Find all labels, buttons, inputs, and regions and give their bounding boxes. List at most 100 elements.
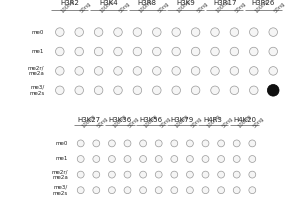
Circle shape	[93, 187, 100, 194]
Circle shape	[233, 156, 240, 162]
Text: 50ng: 50ng	[196, 1, 209, 14]
Text: H3R8: H3R8	[138, 0, 157, 6]
Text: 50ng: 50ng	[221, 116, 234, 129]
Circle shape	[172, 47, 181, 56]
Circle shape	[140, 140, 146, 147]
Circle shape	[230, 86, 239, 95]
Text: 50ng: 50ng	[128, 116, 141, 129]
Circle shape	[269, 28, 278, 36]
Circle shape	[124, 171, 131, 178]
Text: me1: me1	[56, 156, 68, 162]
Text: H3K56: H3K56	[139, 117, 163, 123]
Text: 50ng: 50ng	[96, 116, 110, 129]
Circle shape	[211, 86, 219, 95]
Circle shape	[75, 47, 83, 56]
Circle shape	[133, 86, 142, 95]
Text: me1: me1	[32, 49, 44, 54]
Circle shape	[187, 156, 193, 162]
Circle shape	[155, 140, 162, 147]
Circle shape	[230, 47, 239, 56]
Circle shape	[249, 156, 256, 162]
Circle shape	[109, 140, 115, 147]
Circle shape	[171, 156, 178, 162]
Circle shape	[191, 67, 200, 75]
Circle shape	[250, 47, 258, 56]
Text: 50ng: 50ng	[252, 116, 266, 129]
Circle shape	[124, 187, 131, 194]
Circle shape	[191, 28, 200, 36]
Circle shape	[187, 187, 193, 194]
Text: 50ng: 50ng	[79, 1, 92, 14]
Circle shape	[187, 140, 193, 147]
Circle shape	[75, 28, 83, 36]
Circle shape	[218, 171, 224, 178]
Text: H3K36: H3K36	[108, 117, 131, 123]
Circle shape	[77, 187, 84, 194]
Text: H4R3: H4R3	[204, 117, 223, 123]
Circle shape	[77, 140, 84, 147]
Text: 100ng: 100ng	[112, 114, 128, 129]
Circle shape	[202, 171, 209, 178]
Circle shape	[187, 171, 193, 178]
Circle shape	[152, 86, 161, 95]
Text: 100ng: 100ng	[237, 114, 252, 129]
Text: me3/
me2s: me3/ me2s	[53, 185, 68, 196]
Text: H3R2: H3R2	[60, 0, 79, 6]
Circle shape	[267, 84, 279, 96]
Circle shape	[109, 187, 115, 194]
Circle shape	[152, 47, 161, 56]
Circle shape	[211, 47, 219, 56]
Circle shape	[233, 171, 240, 178]
Circle shape	[94, 47, 103, 56]
Circle shape	[155, 156, 162, 162]
Text: H3K4: H3K4	[99, 0, 118, 6]
Circle shape	[233, 187, 240, 194]
Circle shape	[56, 47, 64, 56]
Text: me2r/
me2a: me2r/ me2a	[28, 65, 44, 76]
Text: H3K79: H3K79	[170, 117, 194, 123]
Circle shape	[171, 187, 178, 194]
Circle shape	[218, 156, 224, 162]
Circle shape	[171, 171, 178, 178]
Text: me2r/
me2a: me2r/ me2a	[52, 169, 68, 180]
Text: 50ng: 50ng	[190, 116, 203, 129]
Text: 50ng: 50ng	[157, 1, 170, 14]
Circle shape	[233, 140, 240, 147]
Circle shape	[93, 156, 100, 162]
Circle shape	[202, 156, 209, 162]
Text: 100ng: 100ng	[176, 0, 192, 14]
Circle shape	[94, 86, 103, 95]
Circle shape	[211, 67, 219, 75]
Circle shape	[191, 86, 200, 95]
Circle shape	[93, 140, 100, 147]
Text: 100ng: 100ng	[215, 0, 230, 14]
Circle shape	[133, 67, 142, 75]
Circle shape	[191, 47, 200, 56]
Circle shape	[140, 156, 146, 162]
Circle shape	[269, 47, 278, 56]
Text: 100ng: 100ng	[60, 0, 75, 14]
Circle shape	[202, 187, 209, 194]
Circle shape	[109, 156, 115, 162]
Text: me0: me0	[32, 30, 44, 35]
Circle shape	[56, 28, 64, 36]
Circle shape	[218, 140, 224, 147]
Text: 100ng: 100ng	[81, 114, 96, 129]
Circle shape	[152, 28, 161, 36]
Text: 100ng: 100ng	[174, 114, 190, 129]
Circle shape	[249, 140, 256, 147]
Circle shape	[77, 171, 84, 178]
Text: me0: me0	[56, 141, 68, 146]
Circle shape	[77, 156, 84, 162]
Text: H3R17: H3R17	[213, 0, 236, 6]
Text: 50ng: 50ng	[159, 116, 172, 129]
Text: H3K9: H3K9	[176, 0, 195, 6]
Circle shape	[140, 171, 146, 178]
Circle shape	[218, 187, 224, 194]
Circle shape	[172, 67, 181, 75]
Text: H4K20: H4K20	[233, 117, 256, 123]
Circle shape	[114, 47, 122, 56]
Circle shape	[155, 171, 162, 178]
Text: 100ng: 100ng	[137, 0, 153, 14]
Circle shape	[124, 156, 131, 162]
